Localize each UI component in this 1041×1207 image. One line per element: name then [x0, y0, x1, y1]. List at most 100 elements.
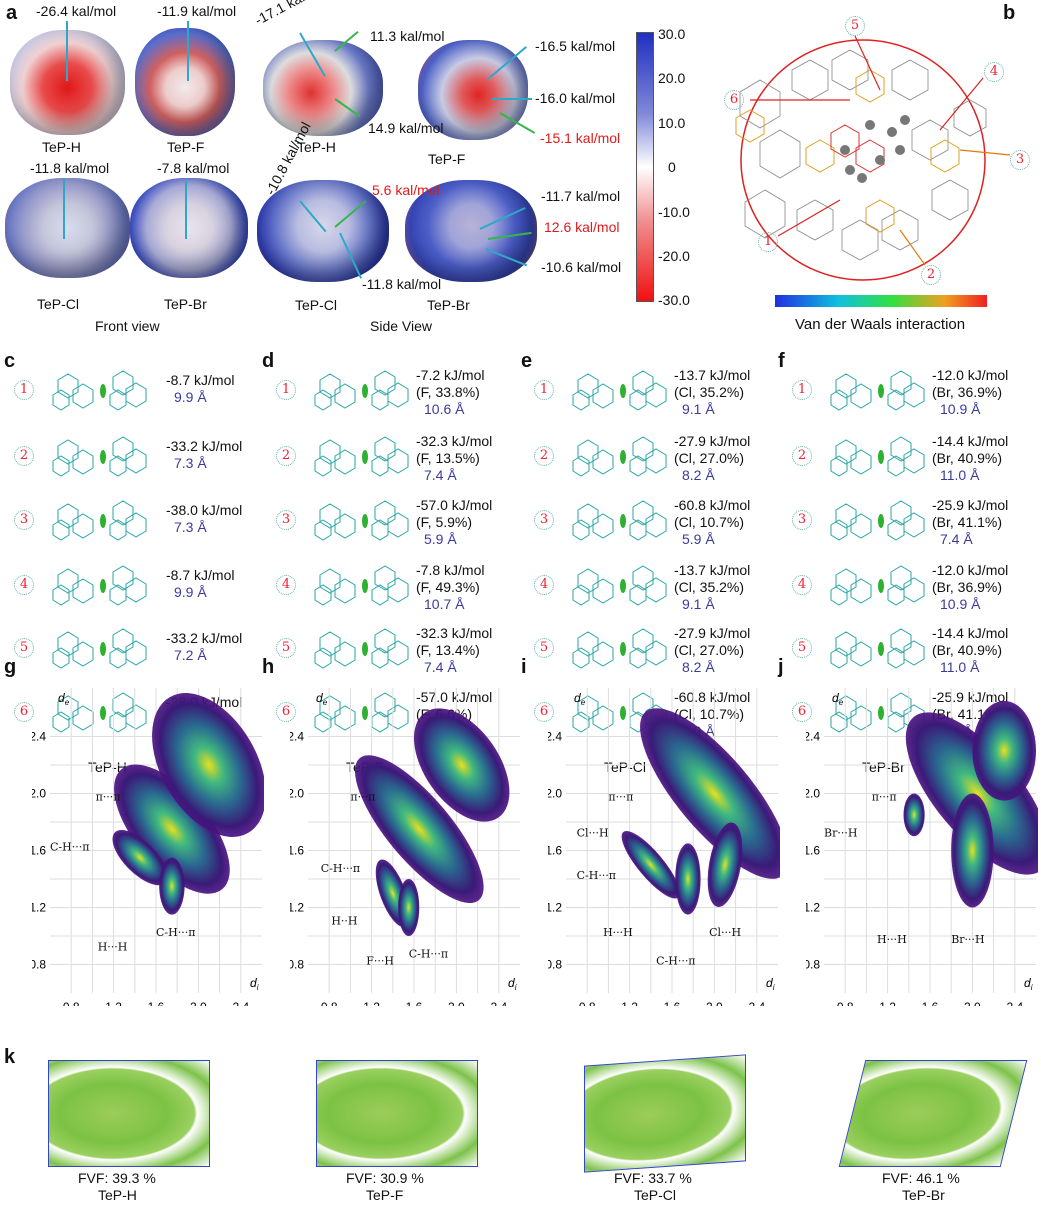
density-region	[903, 793, 925, 837]
y-tick-label: 1.6	[290, 844, 304, 858]
esp-value-tepf-front: -11.9 kal/mol	[157, 3, 237, 19]
panel-letter-g: g	[4, 656, 17, 678]
dimer-structure	[830, 628, 925, 669]
halogen-contribution: (Cl, 10.7%)	[674, 514, 745, 530]
colorbar-tick: -30.0	[658, 292, 690, 308]
interaction-energy-block: -32.3 kJ/mol (F, 13.4%) 7.4 Å	[416, 625, 492, 676]
dimer-index: 2	[14, 446, 34, 466]
fingerprint-svg: 0.8 1.2 1.6 2.0 2.4 0.8 1.2 1.6 2.0 2.4 de di π···π C…	[29, 688, 266, 1014]
void-surface-cell	[838, 1060, 1028, 1167]
interaction-energy-block: -7.8 kJ/mol (F, 49.3%) 10.7 Å	[416, 562, 484, 613]
centroid-distance: 7.3 Å	[174, 519, 207, 535]
interaction-energy-block: -12.0 kJ/mol (Br, 36.9%) 10.9 Å	[932, 367, 1008, 418]
panel-a: -26.4 kal/mol -11.9 kal/mol -11.8 kal/mo…	[0, 0, 700, 340]
panel-letter-j: j	[778, 656, 784, 678]
esp-value-tepbr-front: -7.8 kal/mol	[157, 160, 230, 176]
vdw-color-scale	[775, 295, 987, 307]
y-axis-label: de	[574, 691, 586, 707]
x-tick-label: 1.6	[664, 1000, 681, 1006]
dimer-index: 5	[792, 638, 812, 658]
esp-value-teph-side-1: -17.1 kal/mol	[252, 0, 331, 29]
fingerprint-plot-h: 0.8 1.2 1.6 2.0 2.4 0.8 1.2 1.6 2.0 2.4 de di π···π C…	[287, 676, 522, 1014]
x-tick-label: 0.8	[837, 1000, 854, 1006]
interaction-annotation: Cl···H	[709, 926, 741, 939]
interaction-energy: -14.4 kJ/mol	[932, 433, 1009, 449]
dimer-structure	[52, 500, 147, 541]
halogen-contribution: (Br, 41.1%)	[932, 514, 1003, 530]
interaction-annotation: π···π	[96, 791, 121, 804]
halogen-contribution: (Cl, 35.2%)	[674, 579, 745, 595]
label-tepcl-front: TeP-Cl	[37, 296, 80, 312]
dimer-structure	[572, 370, 667, 411]
dimer-structure	[830, 692, 925, 733]
colorbar-tick: 30.0	[658, 26, 686, 42]
y-tick-label: 2.4	[32, 730, 46, 744]
esp-value-teph-front: -26.4 kal/mol	[36, 3, 117, 19]
interaction-energy-block: -27.9 kJ/mol (Cl, 27.0%) 8.2 Å	[674, 625, 750, 676]
x-tick-label: 1.2	[105, 1000, 122, 1006]
esp-value-tepcl-side-2: 5.6 kal/mol	[372, 182, 440, 198]
interaction-energy-block: -57.0 kJ/mol (F, 5.9%) 5.9 Å	[416, 497, 492, 548]
interaction-energy-block: -13.7 kJ/mol (Cl, 35.2%) 9.1 Å	[674, 367, 750, 418]
label-tepcl-side: TeP-Cl	[295, 297, 338, 313]
panel-letter-b: b	[1003, 2, 1016, 24]
centroid-distance: 11.0 Å	[940, 467, 980, 483]
interaction-energy-block: -33.2 kJ/mol 7.2 Å	[166, 630, 242, 664]
x-tick-label: 2.0	[964, 1000, 981, 1006]
dimer-index: 6	[14, 702, 34, 722]
esp-value-teph-side-2: 11.3 kal/mol	[370, 28, 445, 44]
x-axis-label: di	[250, 976, 259, 992]
interaction-annotation: H···H	[877, 933, 907, 946]
fvf-value: FVF: 30.9 %	[346, 1170, 424, 1186]
halogen-contribution: (Cl, 10.7%)	[674, 706, 745, 722]
colorbar-tick: 10.0	[658, 115, 686, 131]
density-region	[972, 700, 1036, 801]
interaction-energy: -14.4 kJ/mol	[932, 625, 1009, 641]
x-tick-label: 1.6	[922, 1000, 939, 1006]
dimer-index: 1	[792, 380, 812, 400]
halogen-contribution: (F, 5.9%)	[416, 514, 473, 530]
colorbar-tick: 0	[668, 159, 676, 175]
interaction-energy: -32.3 kJ/mol	[416, 625, 493, 641]
dimer-structure	[572, 436, 667, 477]
leader-line	[63, 179, 65, 239]
y-tick-label: 2.4	[290, 730, 304, 744]
centroid-distance: 7.4 Å	[424, 659, 457, 675]
y-tick-label: 2.0	[806, 787, 820, 801]
esp-value-tepcl-side-3: -11.8 kal/mol	[362, 276, 442, 292]
centroid-distance: 9.9 Å	[174, 584, 207, 600]
dimer-index: 5	[14, 638, 34, 658]
dimer-index: 2	[534, 446, 554, 466]
density-region	[640, 708, 789, 879]
interaction-annotation: π···π	[350, 791, 375, 804]
void-surface-cell	[48, 1060, 210, 1167]
interaction-energy-block: -8.7 kJ/mol 9.9 Å	[166, 372, 234, 406]
interaction-energy: -33.2 kJ/mol	[166, 630, 243, 646]
centroid-distance: 7.3 Å	[174, 455, 207, 471]
dimer-structure	[52, 436, 147, 477]
x-tick-label: 2.0	[448, 1000, 465, 1006]
x-tick-label: 0.8	[321, 1000, 338, 1006]
centroid-distance: 8.2 Å	[682, 659, 715, 675]
centroid-distance: 7.4 Å	[940, 531, 973, 547]
x-tick-label: 1.2	[879, 1000, 896, 1006]
halogen-contribution: (Br, 40.9%)	[932, 642, 1003, 658]
dimer-index: 2	[792, 446, 812, 466]
y-axis-label: de	[58, 691, 70, 707]
esp-surface-tepbr-side	[405, 180, 537, 282]
esp-value-tepf-side-2: -16.0 kal/mol	[535, 90, 616, 106]
halogen-contribution: (Cl, 27.0%)	[674, 642, 745, 658]
interaction-energy-block: -14.4 kJ/mol (Br, 40.9%) 11.0 Å	[932, 433, 1008, 484]
void-surface-cell	[316, 1060, 478, 1167]
y-tick-label: 0.8	[32, 958, 46, 972]
centroid-distance: 9.1 Å	[682, 401, 715, 417]
y-tick-label: 2.0	[290, 787, 304, 801]
interaction-annotation: Cl···H	[577, 826, 609, 839]
density-region	[621, 830, 680, 899]
centroid-distance: 10.9 Å	[940, 596, 981, 612]
dimer-structure	[572, 565, 667, 606]
esp-colorbar	[636, 32, 654, 302]
dimer-index: 4	[14, 575, 34, 595]
density-region	[951, 793, 994, 908]
